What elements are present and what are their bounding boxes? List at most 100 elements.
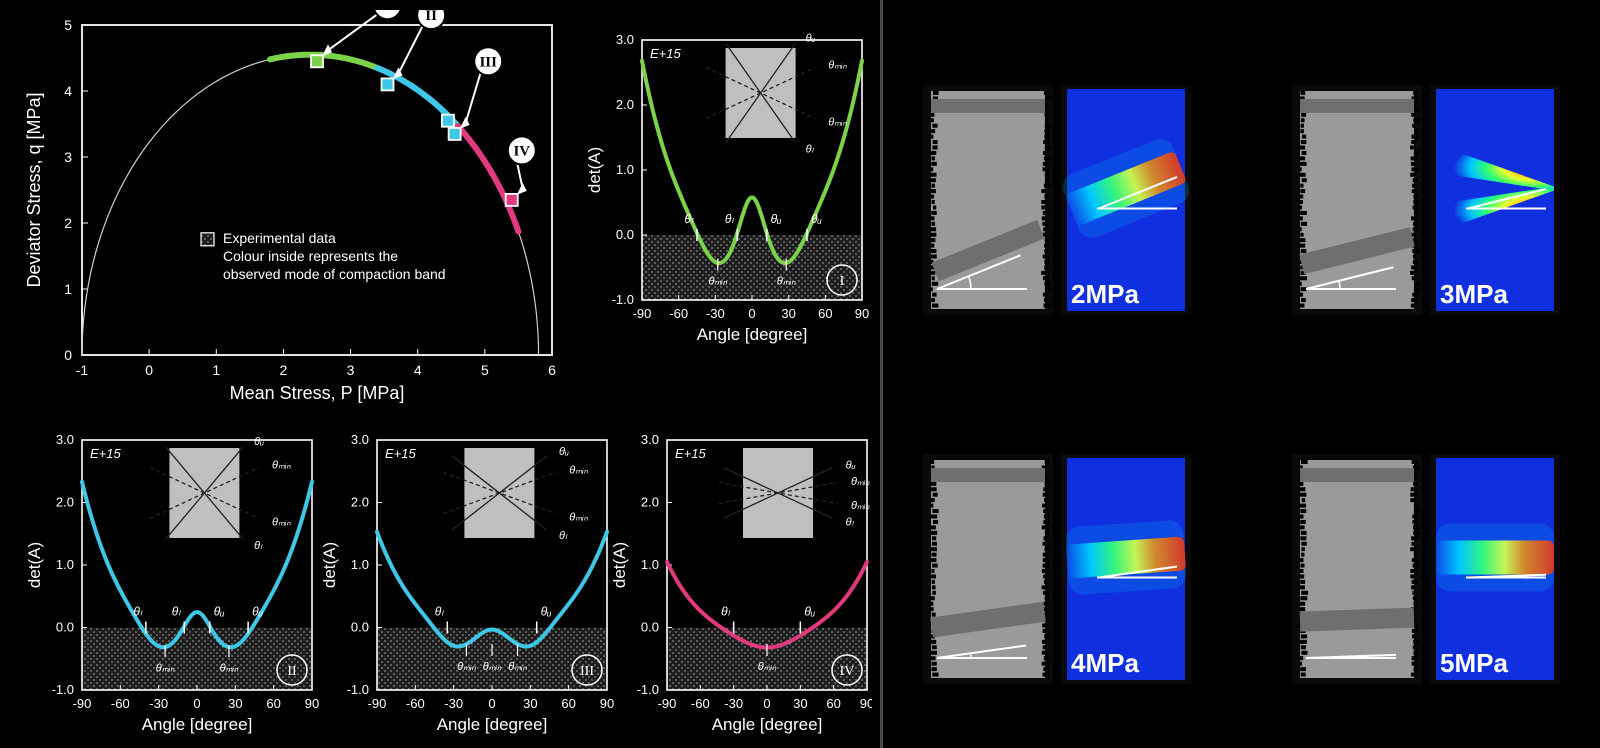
svg-text:0.0: 0.0 — [56, 620, 74, 635]
svg-text:0: 0 — [64, 347, 72, 363]
sample-4MPa: 4MPa — [903, 409, 1212, 728]
svg-text:4: 4 — [414, 362, 422, 378]
svg-text:IV: IV — [840, 664, 855, 679]
svg-text:3: 3 — [347, 362, 355, 378]
svg-text:-30: -30 — [149, 696, 168, 711]
right-panel: 2MPa 3MPa 4MPa 5MPa — [883, 0, 1600, 748]
svg-text:θₘᵢₙ: θₘᵢₙ — [851, 500, 870, 512]
svg-text:-60: -60 — [691, 696, 710, 711]
svg-text:E+15: E+15 — [675, 446, 706, 461]
mpa-label: 2MPa — [1071, 279, 1139, 309]
svg-text:θₗ: θₗ — [846, 517, 855, 529]
svg-text:2: 2 — [280, 362, 288, 378]
svg-text:-1.0: -1.0 — [52, 682, 74, 697]
det-panel-I: -90-60-300306090-1.00.01.02.03.0Angle [d… — [585, 32, 869, 344]
svg-text:θₗ: θₗ — [806, 144, 815, 156]
svg-text:-1.0: -1.0 — [612, 292, 634, 307]
svg-text:E+15: E+15 — [385, 446, 416, 461]
svg-text:θₘᵢₙ: θₘᵢₙ — [156, 662, 175, 674]
ct-specimen — [923, 85, 1053, 315]
svg-text:θᵤ: θᵤ — [254, 436, 264, 448]
svg-text:Colour inside represents the: Colour inside represents the — [223, 248, 398, 264]
ct-specimen — [923, 454, 1053, 684]
svg-text:4: 4 — [64, 83, 72, 99]
svg-text:2.0: 2.0 — [641, 495, 659, 510]
svg-text:1: 1 — [64, 281, 72, 297]
svg-text:Deviator Stress, q [MPa]: Deviator Stress, q [MPa] — [24, 92, 44, 287]
svg-text:3.0: 3.0 — [641, 432, 659, 447]
svg-text:2.0: 2.0 — [56, 495, 74, 510]
svg-text:θₘᵢₙ: θₘᵢₙ — [220, 662, 239, 674]
svg-text:1.0: 1.0 — [641, 557, 659, 572]
svg-text:-30: -30 — [444, 696, 463, 711]
svg-text:θᵤ: θᵤ — [804, 605, 815, 619]
heatmap: 2MPa — [1061, 85, 1191, 315]
sample-5MPa: 5MPa — [1272, 409, 1581, 728]
svg-text:3.0: 3.0 — [616, 32, 634, 47]
svg-text:θᵤ: θᵤ — [559, 446, 569, 458]
svg-text:60: 60 — [561, 696, 575, 711]
svg-text:0.0: 0.0 — [641, 620, 659, 635]
svg-text:Angle [degree]: Angle [degree] — [142, 715, 253, 734]
svg-text:θₘᵢₙ: θₘᵢₙ — [569, 511, 588, 523]
det-panel-II: -90-60-300306090-1.00.01.02.03.0Angle [d… — [25, 432, 319, 734]
svg-text:Mean Stress, P [MPa]: Mean Stress, P [MPa] — [230, 383, 405, 403]
svg-text:θᵤ: θᵤ — [771, 212, 782, 226]
svg-text:θₘᵢₙ: θₘᵢₙ — [828, 59, 847, 71]
sample-3MPa: 3MPa — [1272, 40, 1581, 359]
svg-text:θₘᵢₙ: θₘᵢₙ — [569, 465, 588, 477]
svg-text:-1.0: -1.0 — [347, 682, 369, 697]
svg-text:90: 90 — [305, 696, 319, 711]
svg-text:2: 2 — [64, 215, 72, 231]
svg-text:5: 5 — [481, 362, 489, 378]
svg-text:det(A): det(A) — [585, 147, 604, 193]
svg-text:θₗ: θₗ — [684, 212, 694, 226]
svg-text:Angle [degree]: Angle [degree] — [712, 715, 823, 734]
svg-text:θₘᵢₙ: θₘᵢₙ — [777, 276, 796, 288]
svg-text:-60: -60 — [406, 696, 425, 711]
svg-text:-1: -1 — [76, 362, 89, 378]
svg-text:θᵤ: θᵤ — [811, 212, 822, 226]
svg-text:2.0: 2.0 — [616, 97, 634, 112]
svg-text:90: 90 — [860, 696, 872, 711]
mpa-label: 5MPa — [1440, 648, 1508, 678]
sample-2MPa: 2MPa — [903, 40, 1212, 359]
svg-text:θₗ: θₗ — [133, 605, 143, 619]
mpa-label: 3MPa — [1440, 279, 1508, 309]
svg-text:θₗ: θₗ — [435, 605, 445, 619]
svg-text:θₘᵢₙ: θₘᵢₙ — [828, 117, 847, 129]
det-panel-IV: -90-60-300306090-1.00.01.02.03.0Angle [d… — [610, 432, 872, 734]
svg-text:I: I — [840, 274, 845, 289]
svg-text:3.0: 3.0 — [351, 432, 369, 447]
svg-text:0.0: 0.0 — [616, 227, 634, 242]
heatmap: 5MPa — [1430, 454, 1560, 684]
svg-text:II: II — [287, 664, 297, 679]
svg-text:θₘᵢₙ: θₘᵢₙ — [483, 661, 502, 673]
svg-text:60: 60 — [266, 696, 280, 711]
svg-text:III: III — [479, 54, 497, 70]
svg-text:3: 3 — [64, 149, 72, 165]
svg-text:0: 0 — [488, 696, 495, 711]
svg-text:θₗ: θₗ — [721, 605, 731, 619]
svg-text:30: 30 — [228, 696, 242, 711]
left-figure: -10123456012345Mean Stress, P [MPa]Devia… — [12, 10, 872, 740]
svg-text:Experimental data: Experimental data — [223, 230, 336, 246]
svg-text:60: 60 — [818, 306, 832, 321]
svg-text:1: 1 — [212, 362, 220, 378]
svg-text:θₘᵢₙ: θₘᵢₙ — [272, 517, 291, 529]
svg-text:0: 0 — [145, 362, 153, 378]
det-panel-III: -90-60-300306090-1.00.01.02.03.0Angle [d… — [320, 432, 614, 734]
svg-text:60: 60 — [826, 696, 840, 711]
svg-text:observed mode of compaction ba: observed mode of compaction band — [223, 266, 446, 282]
svg-text:3.0: 3.0 — [56, 432, 74, 447]
svg-text:-30: -30 — [724, 696, 743, 711]
svg-text:Angle [degree]: Angle [degree] — [697, 325, 808, 344]
ct-specimen — [1292, 85, 1422, 315]
svg-text:90: 90 — [855, 306, 869, 321]
svg-text:-30: -30 — [706, 306, 725, 321]
svg-text:0: 0 — [193, 696, 200, 711]
svg-text:6: 6 — [548, 362, 556, 378]
svg-text:1.0: 1.0 — [351, 557, 369, 572]
svg-text:0: 0 — [748, 306, 755, 321]
svg-text:E+15: E+15 — [650, 46, 681, 61]
